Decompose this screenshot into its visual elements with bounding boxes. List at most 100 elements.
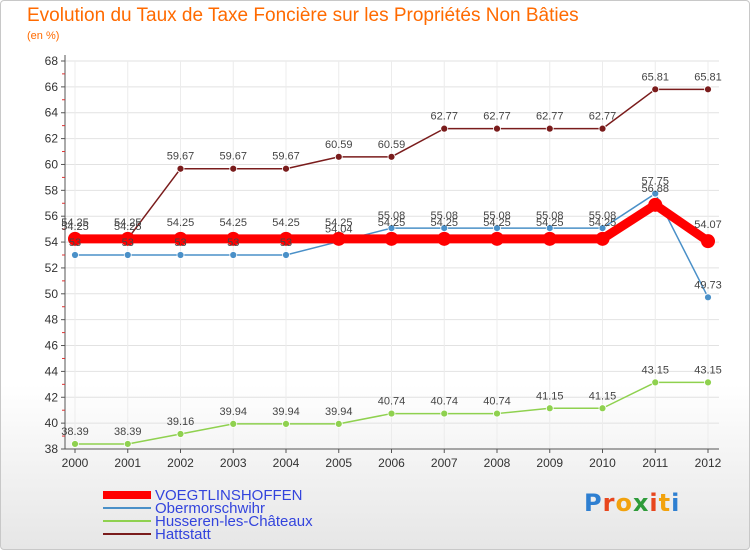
data-point (490, 231, 504, 246)
data-point (384, 231, 399, 246)
data-label: 60.59 (325, 139, 353, 151)
data-label: 54.25 (536, 217, 564, 229)
data-label: 62.77 (536, 111, 564, 123)
data-label: 54.25 (219, 217, 247, 229)
data-point (176, 430, 185, 438)
data-point (176, 251, 185, 259)
data-label: 39.94 (272, 406, 300, 418)
data-label: 62.77 (430, 111, 458, 123)
data-label: 60.59 (378, 139, 406, 151)
data-label: 55.08 (536, 210, 564, 222)
data-point (387, 409, 396, 418)
logo-letter: t (658, 489, 672, 517)
data-label: 54.25 (114, 217, 142, 229)
proxiti-logo: Proxiti (584, 489, 680, 517)
x-tick-label: 2002 (167, 456, 194, 470)
data-point (440, 124, 449, 133)
x-tick-label: 2003 (220, 456, 247, 470)
x-tick-label: 2005 (325, 456, 352, 470)
data-label: 53 (69, 237, 81, 249)
data-point (598, 124, 607, 133)
data-point (229, 420, 238, 428)
data-label: 40.74 (483, 396, 511, 408)
logo-letter: o (615, 489, 633, 517)
data-point (331, 231, 346, 246)
data-label: 55.08 (378, 210, 406, 222)
data-label: 53 (122, 237, 134, 249)
data-label: 54.25 (61, 217, 89, 229)
data-point (598, 404, 607, 413)
y-tick-label: 52 (45, 261, 59, 275)
data-label: 56.88 (641, 183, 669, 195)
y-tick-label: 38 (45, 442, 59, 456)
data-label: 40.74 (430, 396, 458, 408)
data-label: 65.81 (641, 71, 669, 83)
data-label: 38.39 (114, 426, 142, 438)
x-tick-label: 2001 (114, 456, 141, 470)
x-tick-label: 2009 (536, 456, 563, 470)
logo-letter: i (671, 489, 681, 517)
data-point (440, 224, 449, 232)
y-tick-label: 62 (45, 132, 59, 146)
data-label: 39.16 (167, 416, 195, 428)
data-label: 54.07 (694, 219, 722, 231)
data-label: 39.94 (325, 406, 353, 418)
y-tick-label: 44 (45, 364, 59, 378)
data-point (229, 164, 238, 173)
legend-label: VOEGTLINSHOFFEN (155, 487, 303, 504)
y-tick-label: 40 (45, 416, 59, 430)
data-point (282, 251, 290, 259)
data-label: 53 (227, 237, 239, 249)
data-point (598, 224, 607, 232)
data-label: 59.67 (272, 151, 300, 163)
data-label: 43.15 (694, 364, 722, 376)
data-label: 54.25 (61, 221, 89, 233)
data-point (542, 231, 557, 246)
y-tick-label: 54 (45, 235, 59, 249)
x-tick-label: 2011 (642, 456, 668, 470)
data-label: 59.67 (167, 151, 195, 163)
data-point (229, 251, 238, 259)
data-point (651, 85, 660, 94)
x-tick-label: 2000 (62, 456, 89, 470)
data-point (334, 152, 343, 161)
logo-letter: r (602, 489, 616, 517)
data-label: 54.25 (272, 217, 300, 229)
chart-title: Evolution du Taux de Taxe Foncière sur l… (27, 5, 579, 26)
logo-letter: P (584, 489, 603, 517)
data-label: 55.08 (483, 210, 511, 222)
y-tick-label: 42 (45, 390, 59, 404)
data-label: 38.39 (61, 426, 89, 438)
y-tick-label: 50 (45, 287, 59, 301)
data-label: 54.25 (114, 221, 142, 233)
data-point (545, 404, 554, 413)
data-label: 54.25 (378, 217, 406, 229)
data-point (123, 440, 132, 448)
y-tick-label: 60 (45, 157, 59, 171)
data-point (71, 251, 79, 259)
y-tick-label: 48 (45, 313, 59, 327)
data-point (282, 164, 290, 173)
logo-letter: i (649, 489, 659, 517)
y-tick-label: 56 (45, 209, 59, 223)
data-label: 53 (280, 237, 292, 249)
data-label: 65.81 (694, 71, 722, 83)
legend-label: Obermorschwihr (155, 500, 265, 517)
data-point (334, 420, 343, 428)
legend-label: Hattstatt (155, 526, 212, 543)
data-point (282, 420, 290, 428)
data-label: 59.67 (219, 151, 247, 163)
data-point (545, 124, 554, 133)
y-tick-label: 64 (45, 106, 59, 120)
data-point (651, 378, 660, 387)
data-point (387, 224, 396, 232)
data-point (123, 251, 132, 259)
y-tick-label: 46 (45, 339, 59, 353)
data-point (440, 409, 449, 418)
data-label: 55.08 (430, 210, 458, 222)
data-point (493, 409, 501, 418)
x-tick-label: 2004 (273, 456, 300, 470)
data-point (545, 224, 554, 232)
data-label: 55.08 (589, 210, 617, 222)
